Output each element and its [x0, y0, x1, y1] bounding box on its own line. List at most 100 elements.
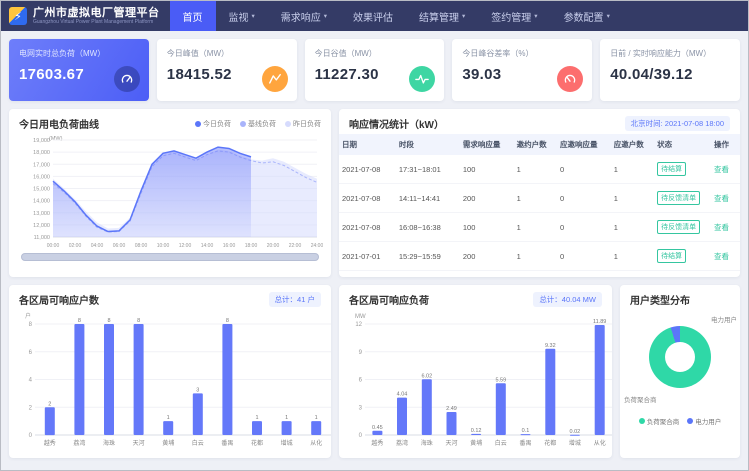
kpi-label: 今日谷值（MW）: [314, 49, 377, 58]
svg-text:黄埔: 黄埔: [470, 439, 482, 447]
nav-item-参数配置[interactable]: 参数配置 ▾: [563, 12, 610, 24]
svg-text:11,000: 11,000: [34, 235, 50, 241]
table-cell: 2021-07-08: [339, 212, 396, 242]
table-cell: 1: [610, 155, 655, 184]
svg-text:越秀: 越秀: [44, 439, 56, 447]
svg-text:1: 1: [315, 415, 318, 421]
nav-item-效果评估[interactable]: 效果评估: [353, 12, 394, 24]
kpi-label: 日前 / 实时响应能力（MW）: [610, 49, 712, 58]
table-cell: 0: [557, 183, 611, 213]
table-cell: 2021-07-08: [339, 155, 396, 184]
view-link[interactable]: 查看: [714, 222, 729, 232]
svg-text:06:00: 06:00: [113, 243, 126, 249]
svg-text:12,000: 12,000: [33, 223, 50, 229]
response-table: 日期 时段 需求响应量 邀约户数 应邀响应量 应邀户数 状态 操作 2021-07-08 17:…: [339, 134, 740, 271]
svg-text:6.02: 6.02: [421, 373, 432, 379]
svg-text:6: 6: [29, 350, 33, 356]
status-badge: 待结算: [657, 249, 687, 263]
nav-item-结算管理[interactable]: 结算管理 ▾: [419, 12, 466, 24]
chart-zoom-handle[interactable]: [21, 253, 319, 261]
kpi-card-1: 今日峰值（MW） 18415.52: [156, 39, 297, 101]
svg-text:10:00: 10:00: [157, 243, 170, 249]
table-cell: 1: [610, 241, 655, 271]
table-header-应邀户数: 应邀户数: [610, 134, 655, 155]
svg-text:0: 0: [359, 433, 363, 439]
response-stats-title: 响应情况统计（kW）: [349, 120, 444, 131]
legend-dot-icon: [638, 418, 645, 424]
table-row: 2021-07-08 14:11~14:41 200 1 0 1 待反馈清单 查看: [339, 183, 740, 213]
svg-text:9: 9: [359, 350, 363, 356]
svg-text:12:00: 12:00: [179, 243, 192, 249]
svg-text:0.12: 0.12: [471, 428, 482, 434]
nav-item-首页[interactable]: 首页: [169, 1, 216, 31]
svg-text:00:00: 00:00: [47, 243, 60, 249]
svg-text:黄埔: 黄埔: [162, 439, 174, 447]
donut-callout-power-user: 电力用户: [711, 317, 737, 324]
user-type-legend: 负荷聚合商 电力用户: [620, 416, 740, 426]
svg-text:1: 1: [255, 415, 258, 421]
brand: ⚡ 广州市虚拟电厂管理平台 Guangzhou Virtual Power Pl…: [9, 7, 160, 25]
table-cell: 1: [610, 183, 655, 213]
user-type-donut-chart: [649, 326, 711, 388]
legend-dot-icon: [285, 120, 291, 127]
legend-item-基线负荷[interactable]: 基线负荷: [240, 119, 276, 129]
legend-dot-icon: [195, 120, 201, 127]
district-load-title: 各区局可响应负荷: [349, 296, 429, 307]
svg-text:越秀: 越秀: [371, 439, 383, 447]
nav-item-监视[interactable]: 监视 ▾: [228, 12, 255, 24]
user-type-title: 用户类型分布: [630, 296, 690, 307]
view-link[interactable]: 查看: [714, 251, 729, 261]
beijing-time-tag: 北京时间: 2021-07-08 18:00: [624, 116, 730, 131]
svg-text:13,000: 13,000: [33, 211, 50, 217]
svg-text:20:00: 20:00: [267, 243, 280, 249]
peak-icon: [261, 66, 288, 92]
legend-dot-icon: [240, 120, 246, 127]
svg-text:MW: MW: [355, 314, 366, 320]
table-header-应邀响应量: 应邀响应量: [557, 134, 611, 155]
svg-text:荔湾: 荔湾: [73, 439, 85, 447]
legend-item-今日负荷[interactable]: 今日负荷: [195, 119, 231, 129]
district-users-bar-chart: 0 2 4 6 8 户 2 越秀 8 荔湾 8 海珠 8 天河 1 黄埔 3 白云 8 番禺 1 花都 1 增城 1 从化: [25, 312, 331, 447]
kpi-card-3: 今日峰谷差率（%） 39.03: [452, 39, 593, 101]
district-users-total-tag: 总计：41 户: [268, 292, 321, 307]
donut-callout-aggregator: 负荷聚合商: [624, 397, 657, 404]
nav-item-需求响应[interactable]: 需求响应 ▾: [280, 12, 328, 24]
app-logo-icon: ⚡: [9, 7, 27, 25]
table-header-时段: 时段: [395, 134, 460, 155]
svg-text:5.59: 5.59: [495, 377, 506, 383]
gauge-icon: [113, 66, 140, 92]
svg-text:海珠: 海珠: [103, 439, 115, 447]
table-cell: 0: [557, 155, 611, 184]
legend-item-电力用户[interactable]: 电力用户: [687, 416, 721, 426]
svg-text:0.1: 0.1: [522, 428, 530, 434]
svg-text:天河: 天河: [133, 439, 145, 447]
nav-item-签约管理[interactable]: 签约管理 ▾: [491, 12, 538, 24]
table-cell: 2021-07-08: [339, 183, 396, 213]
svg-text:增城: 增城: [569, 439, 581, 447]
kpi-label: 电网实时总负荷（MW）: [19, 49, 106, 58]
chevron-down-icon: ▾: [462, 13, 466, 20]
table-cell: 0: [557, 241, 611, 271]
svg-text:24:00: 24:00: [311, 243, 323, 249]
chart-zoom-slider[interactable]: [21, 253, 319, 261]
svg-text:荔湾: 荔湾: [396, 439, 408, 447]
svg-text:0.45: 0.45: [372, 425, 383, 431]
view-link[interactable]: 查看: [714, 164, 729, 174]
svg-text:海珠: 海珠: [421, 439, 433, 447]
svg-text:花都: 花都: [544, 439, 556, 447]
table-cell: 16:08~16:38: [395, 212, 460, 242]
legend-item-负荷聚合商[interactable]: 负荷聚合商: [638, 416, 679, 426]
table-header-邀约户数: 邀约户数: [513, 134, 558, 155]
svg-text:17,000: 17,000: [33, 162, 50, 168]
table-cell: 200: [459, 241, 514, 271]
response-stats-panel: 响应情况统计（kW） 北京时间: 2021-07-08 18:00 日期 时段 需求…: [339, 109, 740, 277]
legend-item-昨日负荷[interactable]: 昨日负荷: [285, 119, 321, 129]
app-subtitle: Guangzhou Virtual Power Plant Management…: [33, 18, 154, 25]
kpi-value: 11227.30: [314, 66, 379, 83]
view-link[interactable]: 查看: [714, 193, 729, 203]
svg-text:15,000: 15,000: [33, 187, 50, 193]
svg-text:3: 3: [359, 405, 363, 411]
table-cell: 2021-07-01: [339, 241, 396, 271]
pulse-icon: [409, 66, 436, 92]
